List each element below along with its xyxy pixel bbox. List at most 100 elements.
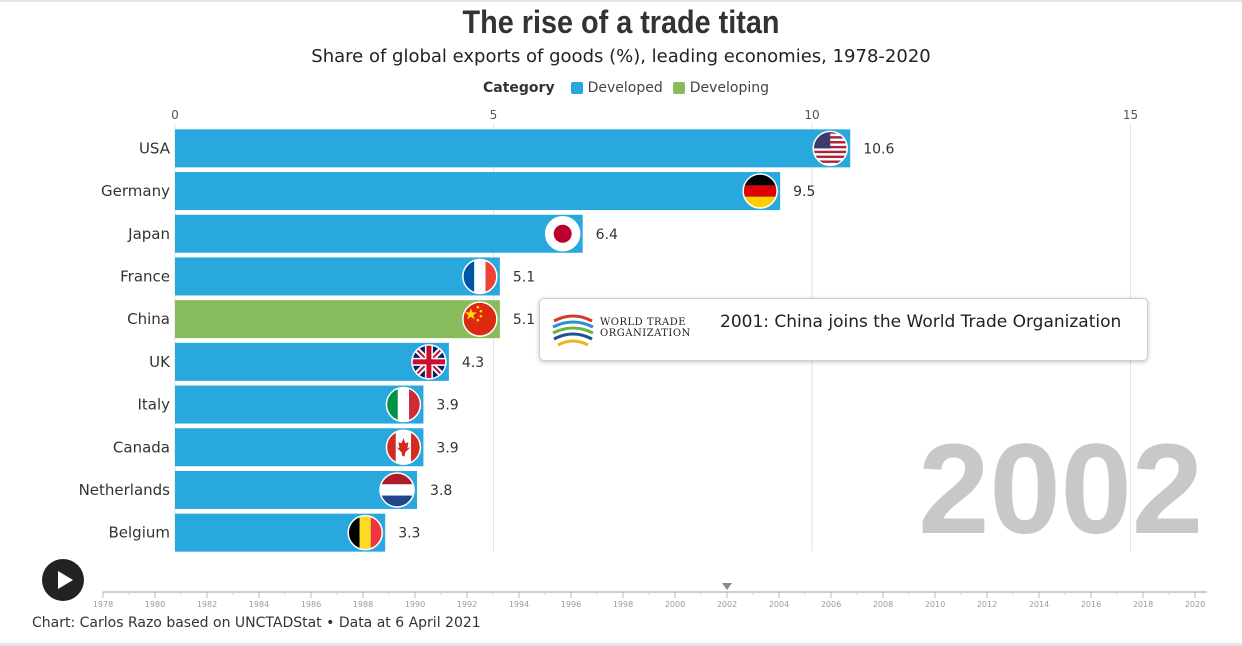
flag-stripe bbox=[813, 150, 848, 154]
flag-band bbox=[743, 196, 778, 209]
value-label: 3.9 bbox=[436, 398, 458, 414]
play-button[interactable] bbox=[42, 559, 84, 601]
legend-item-developed[interactable]: Developed bbox=[570, 80, 663, 96]
flag-ring bbox=[462, 258, 498, 295]
category-label: Germany bbox=[101, 182, 170, 200]
flag-ring bbox=[385, 429, 422, 465]
timeline-year-label: 2006 bbox=[821, 600, 841, 609]
uk-flag-icon bbox=[411, 344, 447, 380]
value-label: 3.9 bbox=[436, 440, 458, 456]
flag-band bbox=[359, 515, 371, 550]
timeline-year-label: 1994 bbox=[509, 600, 529, 609]
flag-ring bbox=[462, 301, 498, 337]
flag-band bbox=[370, 515, 383, 550]
china-flag-icon bbox=[462, 301, 498, 337]
canada-flag-icon bbox=[385, 429, 422, 465]
china-flag-icon-body bbox=[462, 302, 497, 337]
value-label: 10.6 bbox=[863, 141, 894, 157]
netherlands-flag-icon-body bbox=[380, 472, 415, 507]
wto-logo-line2: ORGANIZATION bbox=[600, 328, 691, 339]
flag-small-star bbox=[479, 314, 483, 318]
flag-band bbox=[485, 259, 497, 294]
timeline-year-label: 1992 bbox=[457, 600, 477, 609]
timeline-year-label: 1990 bbox=[405, 600, 425, 609]
timeline-year-label: 2008 bbox=[873, 600, 893, 609]
timeline-year-label: 2016 bbox=[1081, 600, 1101, 609]
timeline-year-label: 2010 bbox=[925, 600, 945, 609]
source-note: Chart: Carlos Razo based on UNCTADStat •… bbox=[32, 615, 481, 631]
wto-logo-text: WORLD TRADE ORGANIZATION bbox=[600, 317, 691, 339]
flag-ring bbox=[544, 216, 581, 252]
flag-ring bbox=[347, 514, 383, 551]
category-label: Canada bbox=[113, 438, 170, 456]
legend-swatch-developed bbox=[570, 82, 583, 94]
x-tick-label: 5 bbox=[490, 108, 498, 122]
flag-band bbox=[743, 185, 778, 197]
japan-flag-icon bbox=[544, 216, 581, 252]
flag-stripe bbox=[813, 158, 848, 161]
flag-stripe bbox=[813, 148, 848, 151]
flag-stripe bbox=[813, 153, 848, 156]
flag-stripe bbox=[813, 155, 848, 159]
flag-small-star bbox=[476, 305, 480, 309]
timeline-year-label: 2018 bbox=[1133, 600, 1153, 609]
timeline-year-label: 2002 bbox=[717, 600, 737, 609]
flag-ring bbox=[812, 130, 848, 167]
legend-swatch-developing bbox=[672, 82, 685, 94]
flag-band bbox=[397, 387, 410, 422]
timeline-year-label: 2004 bbox=[769, 600, 789, 609]
timeline-year-label: 2000 bbox=[665, 600, 685, 609]
canada-flag-icon-body bbox=[386, 430, 421, 465]
germany-flag-icon bbox=[742, 173, 778, 209]
timeline-year-label: 1996 bbox=[561, 600, 581, 609]
flag-ring bbox=[411, 344, 447, 380]
flag-stripe bbox=[813, 162, 848, 166]
timeline-year-label: 1998 bbox=[613, 600, 633, 609]
category-label: UK bbox=[149, 353, 171, 371]
annotation-box: WORLD TRADE ORGANIZATION 2001: China joi… bbox=[539, 298, 1148, 361]
value-label: 3.3 bbox=[398, 526, 420, 542]
legend-label-developing: Developing bbox=[689, 80, 770, 96]
x-tick-label: 0 bbox=[171, 108, 179, 122]
flag-small-star bbox=[479, 309, 483, 313]
germany-flag-icon-body bbox=[743, 174, 778, 209]
legend-label-developed: Developed bbox=[587, 80, 663, 96]
flag-field bbox=[462, 302, 497, 337]
bar-italy bbox=[175, 385, 424, 424]
flag-band bbox=[380, 495, 415, 507]
bar-usa bbox=[175, 129, 851, 168]
france-flag-icon-body bbox=[462, 259, 497, 294]
timeline-year-label: 1980 bbox=[145, 600, 165, 609]
us-flag-icon bbox=[812, 130, 848, 167]
flag-stripe bbox=[813, 160, 848, 163]
france-flag-icon bbox=[462, 258, 498, 295]
timeline-year-label: 2014 bbox=[1029, 600, 1049, 609]
netherlands-flag-icon bbox=[379, 472, 415, 508]
flag-band bbox=[409, 387, 421, 422]
flag-sun bbox=[553, 224, 572, 243]
timeline-year-label: 1984 bbox=[249, 600, 269, 609]
flag-band bbox=[743, 174, 778, 186]
japan-flag-icon-body bbox=[545, 216, 580, 251]
bottom-border bbox=[0, 643, 1242, 646]
bar-japan bbox=[175, 214, 583, 253]
legend-item-developing[interactable]: Developing bbox=[672, 80, 770, 96]
chart-subtitle: Share of global exports of goods (%), le… bbox=[311, 46, 931, 67]
belgium-flag-icon bbox=[347, 514, 383, 551]
value-label: 9.5 bbox=[793, 184, 815, 200]
timeline-year-label: 1986 bbox=[301, 600, 321, 609]
current-year-label: 2002 bbox=[918, 418, 1203, 561]
category-label: France bbox=[120, 267, 170, 285]
italy-flag-icon-body bbox=[386, 387, 421, 422]
bar-china bbox=[175, 300, 500, 339]
timeline-current-marker[interactable] bbox=[722, 583, 732, 590]
value-label: 3.8 bbox=[430, 483, 452, 499]
flag-band bbox=[380, 472, 415, 485]
flag-band bbox=[474, 259, 486, 294]
value-label: 5.1 bbox=[513, 269, 535, 285]
chart-title: The rise of a trade titan bbox=[462, 4, 780, 40]
flag-band bbox=[380, 484, 415, 496]
category-label: USA bbox=[139, 139, 171, 157]
belgium-flag-icon-body bbox=[348, 515, 383, 550]
